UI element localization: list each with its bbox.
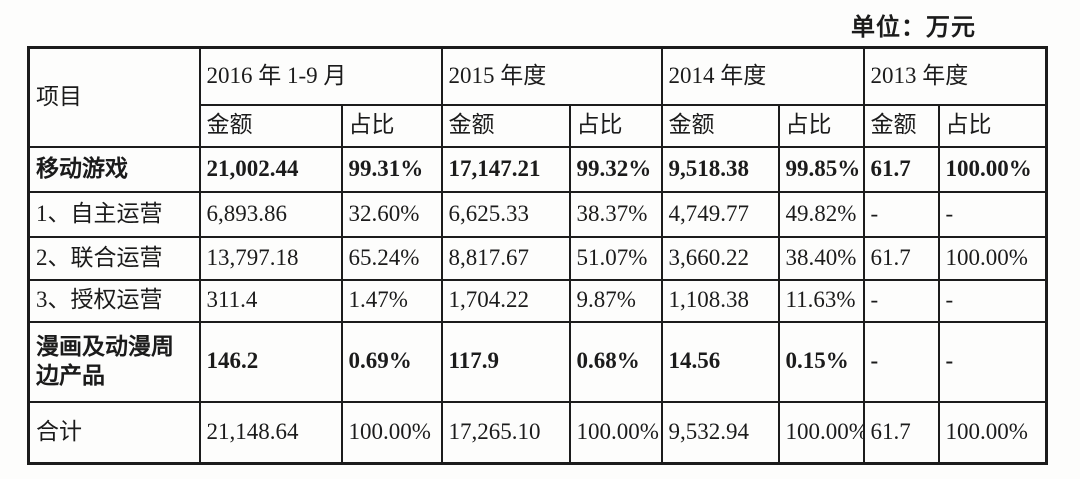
table-cell: 65.24% (340, 235, 443, 281)
table-row: 1、自主运营 6,893.86 32.60% 6,625.33 38.37% 4,749.… (27, 190, 1048, 238)
table-row: 3、授权运营 311.4 1.47% 1,704.22 9.87% 1,108.38 11.… (27, 278, 1048, 323)
table-cell: 0.68% (568, 320, 663, 403)
sub-header-amount-2: 金额 (660, 103, 780, 148)
table-cell: 32.60% (340, 190, 443, 238)
table-cell: 100.00% (937, 145, 1048, 193)
sub-header-amount-3: 金额 (862, 103, 940, 148)
table-body: 移动游戏 21,002.44 99.31% 17,147.21 99.32% 9,518.… (27, 145, 1048, 465)
table-cell: 1.47% (340, 278, 443, 323)
table-cell: - (937, 278, 1048, 323)
period-header-2015: 2015 年度 (440, 46, 663, 106)
table-cell: 311.4 (198, 278, 343, 323)
table-cell: - (937, 320, 1048, 403)
table-cell: - (862, 278, 940, 323)
revenue-breakdown-table: 项目 2016 年 1-9 月 2015 年度 2014 年度 2013 年度 … (27, 46, 1049, 465)
table-cell: 6,625.33 (440, 190, 571, 238)
sub-header-ratio-0: 占比 (340, 103, 443, 148)
row-label: 合计 (27, 400, 201, 465)
table-cell: 9,518.38 (660, 145, 780, 193)
table-cell: 17,265.10 (440, 400, 571, 465)
table-cell: 99.85% (777, 145, 865, 193)
table-cell: - (862, 190, 940, 238)
row-label: 移动游戏 (27, 145, 201, 193)
row-label: 漫画及动漫周边产品 (27, 320, 201, 403)
table-cell: - (937, 190, 1048, 238)
row-label: 1、自主运营 (27, 190, 201, 238)
row-label: 3、授权运营 (27, 278, 201, 323)
table-row: 漫画及动漫周边产品 146.2 0.69% 117.9 0.68% 14.56 0.15% -… (27, 320, 1048, 403)
table-cell: 49.82% (777, 190, 865, 238)
item-column-header: 项目 (27, 46, 201, 148)
table-row: 2、联合运营 13,797.18 65.24% 8,817.67 51.07% 3,660… (27, 235, 1048, 281)
table-cell: 100.00% (937, 400, 1048, 465)
sub-header-row: 金额 占比 金额 占比 金额 占比 金额 占比 (29, 103, 1048, 148)
table-row: 移动游戏 21,002.44 99.31% 17,147.21 99.32% 9,518.… (27, 145, 1048, 193)
table-cell: 146.2 (198, 320, 343, 403)
table-cell: 17,147.21 (440, 145, 571, 193)
table-row: 合计 21,148.64 100.00% 17,265.10 100.00% 9,532.… (27, 400, 1048, 465)
table-cell: 51.07% (568, 235, 663, 281)
table-cell: 38.37% (568, 190, 663, 238)
table-cell: - (862, 320, 940, 403)
unit-label: 单位：万元 (851, 15, 976, 41)
table-cell: 9,532.94 (660, 400, 780, 465)
table-cell: 100.00% (568, 400, 663, 465)
table-cell: 61.7 (862, 400, 940, 465)
table-cell: 11.63% (777, 278, 865, 323)
table-cell: 61.7 (862, 235, 940, 281)
year-header-row: 项目 2016 年 1-9 月 2015 年度 2014 年度 2013 年度 (27, 46, 1048, 148)
sub-header-ratio-2: 占比 (777, 103, 865, 148)
table-cell: 0.15% (777, 320, 865, 403)
table-header: 项目 2016 年 1-9 月 2015 年度 2014 年度 2013 年度 … (27, 46, 1048, 148)
table-cell: 38.40% (777, 235, 865, 281)
table-cell: 99.32% (568, 145, 663, 193)
table-cell: 100.00% (340, 400, 443, 465)
table-cell: 4,749.77 (660, 190, 780, 238)
period-header-2013: 2013 年度 (862, 46, 1048, 106)
row-label: 2、联合运营 (27, 235, 201, 281)
sub-header-amount-0: 金额 (198, 103, 343, 148)
table-cell: 3,660.22 (660, 235, 780, 281)
period-header-2014: 2014 年度 (660, 46, 865, 106)
table-cell: 13,797.18 (198, 235, 343, 281)
table-cell: 100.00% (777, 400, 865, 465)
table-cell: 61.7 (862, 145, 940, 193)
table-cell: 117.9 (440, 320, 571, 403)
sub-header-amount-1: 金额 (440, 103, 571, 148)
table-cell: 21,002.44 (198, 145, 343, 193)
sub-header-ratio-3: 占比 (937, 103, 1048, 148)
table-cell: 9.87% (568, 278, 663, 323)
table-cell: 21,148.64 (198, 400, 343, 465)
table-cell: 8,817.67 (440, 235, 571, 281)
table-cell: 99.31% (340, 145, 443, 193)
sub-header-ratio-1: 占比 (568, 103, 663, 148)
table-cell: 1,108.38 (660, 278, 780, 323)
table-cell: 14.56 (660, 320, 780, 403)
period-header-2016: 2016 年 1-9 月 (198, 46, 443, 106)
table-cell: 6,893.86 (198, 190, 343, 238)
table-cell: 1,704.22 (440, 278, 571, 323)
table-cell: 100.00% (937, 235, 1048, 281)
table-cell: 0.69% (340, 320, 443, 403)
